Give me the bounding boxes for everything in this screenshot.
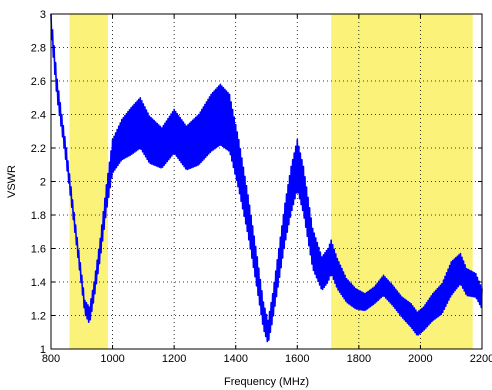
- y-tick-label: 1.8: [31, 210, 46, 222]
- y-tick-label: 2.2: [31, 143, 46, 155]
- y-tick-label: 2.4: [31, 110, 46, 122]
- x-tick-label: 1600: [285, 353, 309, 365]
- x-tick-label: 800: [42, 353, 60, 365]
- y-tick-label: 1: [40, 344, 46, 356]
- x-tick-label: 1000: [100, 353, 124, 365]
- x-tick-label: 2000: [408, 353, 432, 365]
- x-tick-label: 1800: [347, 353, 371, 365]
- y-tick-label: 1.6: [31, 244, 46, 256]
- y-axis-label: VSWR: [6, 165, 18, 198]
- y-tick-labels: 1 1.2 1.4 1.6 1.8 2 2.2 2.4 2.6 2.8 3: [31, 9, 482, 356]
- x-axis-label: Frequency (MHz): [224, 376, 309, 388]
- y-tick-label: 1.2: [31, 311, 46, 323]
- x-tick-label: 1400: [223, 353, 247, 365]
- y-tick-label: 1.4: [31, 277, 46, 289]
- x-tick-labels: 800 1000 1200 1400 1600 1800 2000 2200: [42, 14, 492, 365]
- x-tick-label: 2200: [470, 353, 492, 365]
- y-tick-label: 3: [40, 9, 46, 21]
- series-group: [50, 13, 483, 343]
- series-line-1: [50, 13, 483, 343]
- x-tick-label: 1200: [162, 353, 186, 365]
- y-tick-label: 2: [40, 177, 46, 189]
- y-tick-label: 2.8: [31, 43, 46, 55]
- y-tick-label: 2.6: [31, 76, 46, 88]
